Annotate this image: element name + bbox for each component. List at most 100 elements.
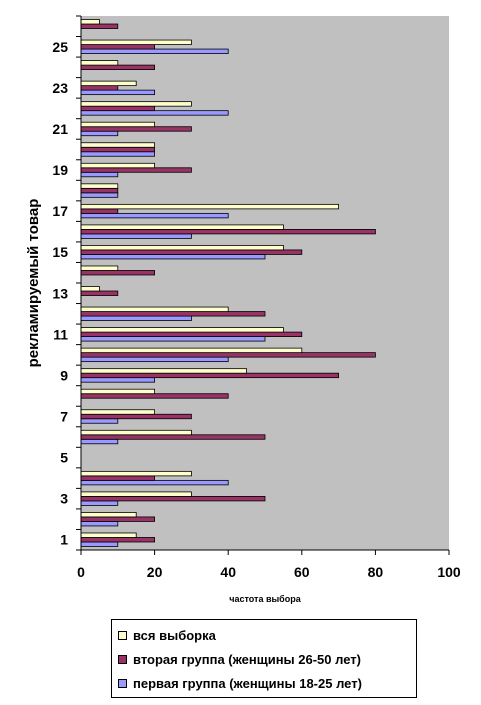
bar-cat21-series2	[80, 126, 192, 132]
bar-cat18-series1	[80, 192, 119, 198]
legend-item-group2: вторая группа (женщины 26-50 лет)	[118, 649, 361, 669]
bar-cat11-series3	[80, 327, 284, 333]
bar-cat15-series1	[80, 254, 266, 260]
bar-cat3-series3	[80, 491, 192, 497]
bar-cat3-series2	[80, 495, 266, 502]
legend-swatch-group2	[118, 654, 127, 664]
bar-cat10-series3	[80, 347, 303, 354]
bar-cat3-series1	[80, 500, 119, 506]
legend-label-group1: первая группа (женщины 18-25 лет)	[133, 675, 362, 691]
bar-cat1-series2	[80, 537, 155, 543]
bar-cat2-series3	[80, 512, 137, 518]
bar-cat25-series3	[80, 39, 192, 45]
legend: вся выборка вторая группа (женщины 26-50…	[111, 619, 417, 698]
x-tick-label: 20	[147, 564, 163, 580]
y-tick-label: 21	[52, 121, 68, 137]
bar-cat18-series2	[80, 187, 119, 194]
bar-cat9-series2	[80, 372, 340, 379]
bar-cat19-series2	[80, 167, 192, 173]
legend-label-overall: вся выборка	[133, 627, 216, 643]
bar-cat13-series3	[80, 286, 100, 292]
x-axis-title: частота выбора	[229, 594, 301, 604]
y-axis-title: рекламируемый товар	[25, 199, 42, 368]
bar-cat4-series1	[80, 479, 229, 486]
bar-cat14-series3	[80, 265, 119, 271]
bar-cat7-series3	[80, 409, 155, 415]
bar-cat21-series1	[80, 130, 119, 137]
bar-cat6-series2	[80, 434, 266, 440]
legend-swatch-overall	[118, 630, 127, 640]
x-tick-label: 0	[77, 564, 85, 580]
bar-cat23-series2	[80, 85, 119, 91]
y-tick-label: 19	[52, 162, 68, 178]
y-tick-label: 9	[60, 367, 68, 383]
legend-item-group1: первая группа (женщины 18-25 лет)	[118, 673, 362, 693]
bar-cat8-series3	[80, 388, 155, 395]
bar-cat24-series2	[80, 64, 155, 70]
bar-cat9-series1	[80, 377, 155, 383]
bar-cat19-series3	[80, 162, 155, 169]
legend-swatch-group1	[118, 678, 127, 688]
bar-cat16-series2	[80, 228, 376, 235]
bar-cat7-series1	[80, 418, 119, 424]
bar-cat16-series3	[80, 224, 284, 230]
bar-cat8-series2	[80, 393, 229, 399]
y-tick-label: 7	[60, 409, 68, 425]
bar-cat23-series3	[80, 80, 137, 87]
bar-cat19-series1	[80, 171, 119, 178]
y-tick-label: 13	[52, 285, 68, 301]
x-tick-label: 80	[368, 564, 384, 580]
bar-cat2-series2	[80, 516, 155, 522]
bar-cat12-series1	[80, 315, 192, 321]
y-tick-label: 5	[60, 450, 68, 466]
bar-cat22-series1	[80, 110, 229, 116]
bar-cat25-series2	[80, 44, 155, 50]
bar-cat23-series1	[80, 89, 155, 96]
bar-cat13-series2	[80, 290, 119, 296]
legend-item-overall: вся выборка	[118, 625, 216, 645]
bar-cat11-series1	[80, 336, 266, 342]
bar-cat15-series3	[80, 245, 284, 251]
bar-cat24-series3	[80, 60, 119, 66]
axes-group	[76, 15, 450, 555]
bar-cat12-series3	[80, 306, 229, 312]
bar-cat11-series2	[80, 331, 303, 338]
y-tick-label: 1	[60, 532, 68, 548]
bar-cat10-series2	[80, 352, 376, 358]
bar-cat4-series3	[80, 470, 192, 477]
bar-cat15-series2	[80, 249, 303, 255]
bar-cat9-series3	[80, 368, 248, 374]
bar-cat10-series1	[80, 356, 229, 363]
bar-cat17-series2	[80, 208, 119, 214]
bar-cat26-series2	[80, 23, 119, 29]
bar-cat25-series1	[80, 48, 229, 54]
bar-cat22-series3	[80, 101, 192, 107]
bar-cat26-series3	[80, 19, 100, 25]
plot-area	[81, 16, 449, 550]
bar-cat6-series1	[80, 438, 119, 445]
bar-cat2-series1	[80, 521, 119, 527]
bar-cat20-series3	[80, 142, 155, 148]
bar-cat17-series1	[80, 212, 229, 219]
bar-cat16-series1	[80, 233, 192, 239]
y-tick-label: 17	[52, 203, 68, 219]
bars-group	[80, 19, 376, 547]
bar-cat17-series3	[80, 203, 340, 210]
bar-cat21-series3	[80, 121, 155, 128]
bar-cat12-series2	[80, 311, 266, 317]
y-tick-label: 15	[52, 244, 68, 260]
bar-cat4-series2	[80, 475, 155, 481]
bar-cat18-series3	[80, 183, 119, 189]
bar-cat20-series1	[80, 151, 155, 157]
y-tick-label: 23	[52, 80, 68, 96]
bar-cat6-series3	[80, 429, 192, 436]
x-tick-label: 40	[220, 564, 236, 580]
bar-cat1-series1	[80, 541, 119, 547]
bar-cat14-series2	[80, 270, 155, 276]
legend-label-group2: вторая группа (женщины 26-50 лет)	[133, 651, 361, 667]
x-tick-label: 100	[437, 564, 461, 580]
y-tick-label: 3	[60, 491, 68, 507]
y-tick-label: 11	[53, 326, 68, 342]
